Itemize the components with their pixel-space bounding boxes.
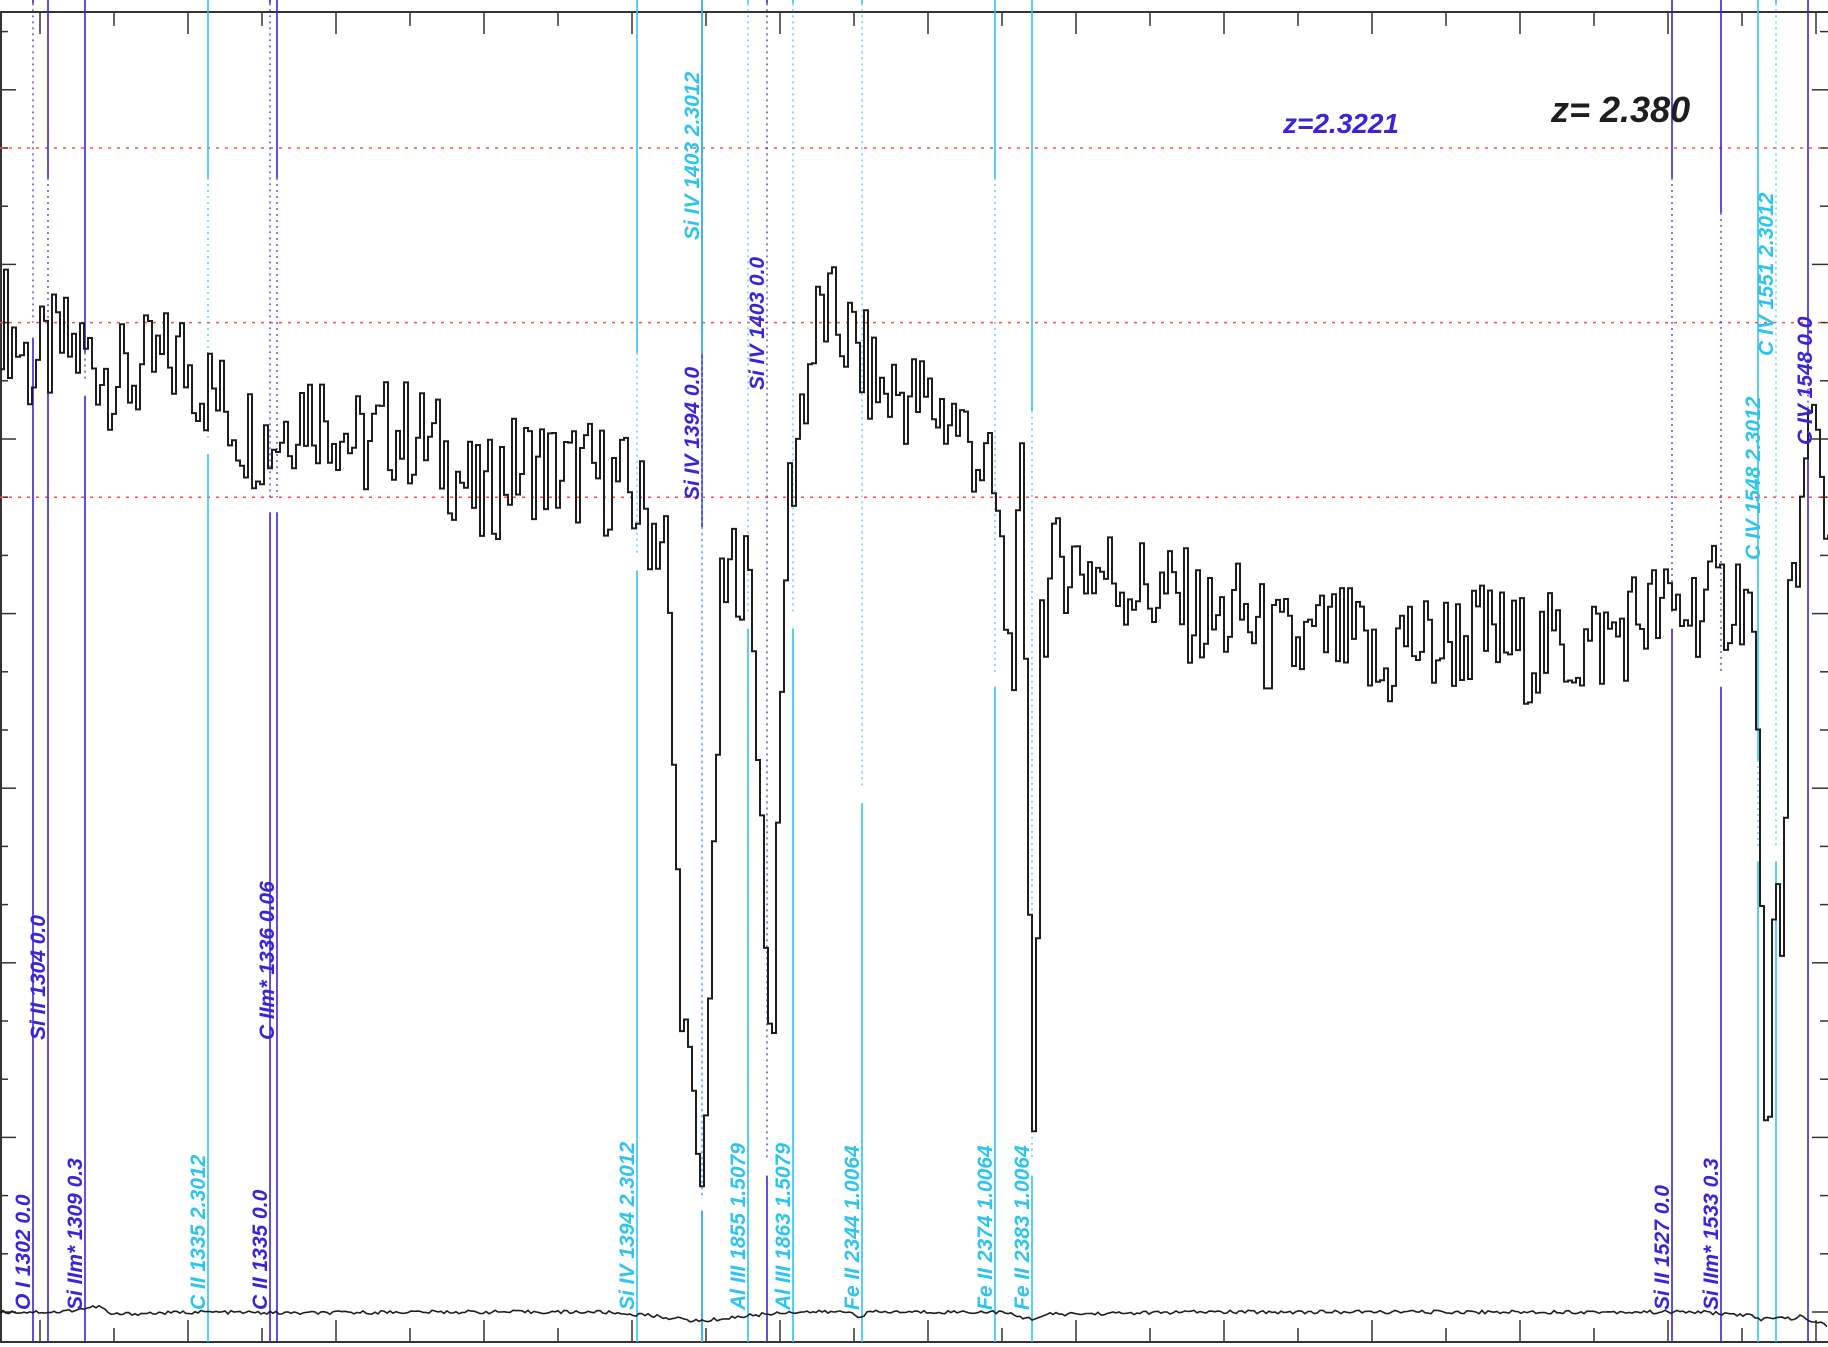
line-label: C IV 1551 2.3012 — [1755, 192, 1778, 356]
system-redshift-label: z=2.3221 — [1282, 108, 1399, 139]
line-label: C II 1335 0.0 — [249, 1189, 272, 1310]
plot-frame — [0, 11, 1828, 1343]
line-label: Si IV 1394 2.3012 — [616, 1142, 639, 1310]
qso-redshift-label: z= 2.380 — [1550, 89, 1690, 130]
line-label: Si IIm* 1533 0.3 — [1700, 1158, 1723, 1310]
line-label: O I 1302 0.0 — [12, 1194, 35, 1310]
line-label: C IV 1548 2.3012 — [1742, 396, 1765, 560]
line-label: Si IIm* 1309 0.3 — [64, 1158, 87, 1310]
line-label: C II 1335 2.3012 — [187, 1154, 210, 1310]
line-label: C IV 1548 0.0 — [1794, 316, 1817, 445]
line-label: Fe II 2383 1.0064 — [1011, 1145, 1034, 1310]
line-label: Si IV 1394 0.0 — [681, 367, 704, 500]
line-label: Si IV 1403 2.3012 — [681, 72, 704, 240]
line-label: Fe II 2374 1.0064 — [974, 1145, 997, 1310]
line-label: Si II 1304 0.0 — [27, 915, 50, 1040]
error-spectrum — [0, 1304, 1828, 1328]
line-identifications — [32, 0, 1809, 1342]
line-label: Si II 1527 0.0 — [1651, 1185, 1674, 1310]
line-label: Al III 1863 1.5079 — [772, 1143, 795, 1311]
line-label: Al III 1855 1.5079 — [727, 1143, 750, 1311]
flux-spectrum — [0, 266, 1828, 1188]
line-label: Si IV 1403 0.0 — [746, 257, 769, 390]
line-label: Fe II 2344 1.0064 — [841, 1145, 864, 1310]
reference-levels — [0, 147, 1828, 498]
line-label: C IIm* 1336 0.06 — [256, 881, 279, 1040]
line-labels: O I 1302 0.0 Si II 1304 0.0 Si IIm* 1309 0… — [12, 72, 1817, 1311]
